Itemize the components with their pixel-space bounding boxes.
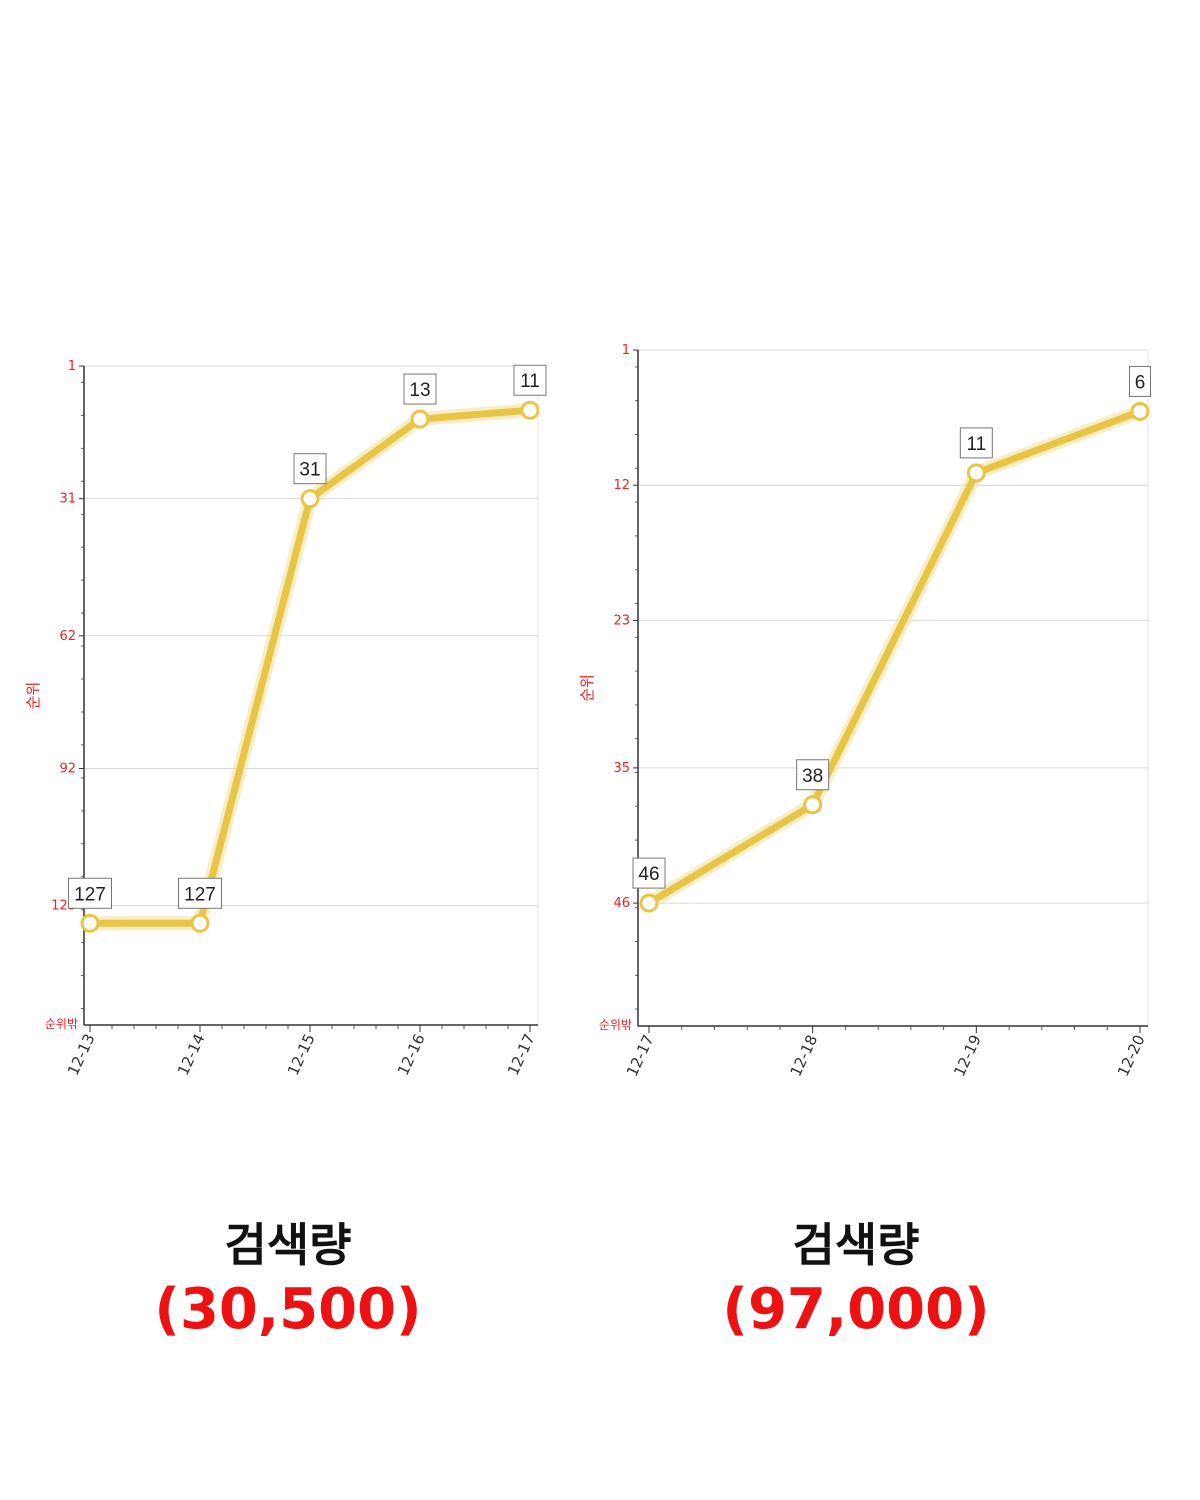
data-point [1130, 401, 1150, 421]
data-point [803, 795, 823, 815]
search-volume-label: 검색량 [792, 1218, 920, 1272]
y-tick-label: 23 [613, 613, 630, 628]
data-label: 13 [409, 380, 430, 401]
data-label-box [293, 453, 327, 485]
series-line [86, 406, 534, 927]
y-tick-label: 46 [613, 896, 630, 911]
series-line-glow [83, 403, 537, 931]
x-tick-label: 12-18 [787, 1032, 822, 1079]
data-label: 127 [184, 884, 216, 905]
data-label: 11 [520, 371, 540, 392]
data-label-box [632, 857, 666, 889]
data-label: 127 [74, 884, 106, 905]
search-volume-caption-left: 검색량 (30,500) [0, 1215, 588, 1345]
data-point [300, 489, 320, 509]
search-volume-value: (30,500) [154, 1277, 422, 1342]
search-volume-label: 검색량 [224, 1218, 352, 1272]
x-tick-label: 12-19 [950, 1032, 985, 1079]
y-tick-label: 1 [68, 359, 76, 374]
y-tick-label: 1 [622, 343, 630, 358]
data-label: 38 [802, 766, 823, 787]
y-axis-title: 순위 [578, 674, 596, 702]
y-bottom-label: 순위밖 [599, 1018, 632, 1032]
x-tick-label: 12-16 [394, 1031, 429, 1078]
y-tick-label: 12 [613, 478, 630, 493]
x-tick-label: 12-17 [623, 1032, 658, 1079]
data-label: 6 [1135, 372, 1146, 393]
y-tick-label: 35 [613, 761, 630, 776]
data-point [410, 409, 430, 429]
data-point [639, 893, 659, 913]
plot-area [637, 349, 1149, 1027]
y-tick-label: 62 [59, 629, 76, 644]
data-label: 11 [966, 434, 986, 455]
series-line [645, 407, 1144, 907]
search-volume-caption-right: 검색량 (97,000) [556, 1215, 1156, 1345]
y-tick-label: 31 [59, 492, 76, 507]
data-label-box [796, 759, 830, 791]
x-tick-label: 12-13 [64, 1031, 99, 1078]
y-tick-label: 92 [59, 761, 76, 776]
data-label-box [68, 877, 112, 909]
data-point [80, 913, 100, 933]
data-label-box [1129, 365, 1151, 397]
y-axis-title: 순위 [24, 682, 42, 710]
y-bottom-label: 순위밖 [45, 1017, 78, 1031]
data-label-box [403, 373, 437, 405]
data-label: 31 [299, 460, 320, 481]
data-label-box [959, 427, 993, 459]
rank-chart-right: 1 12 23 35 46 순위밖 순위 12-17 12-18 12-19 12-20 46 38 11… [578, 343, 1151, 1079]
x-tick-label: 12-14 [174, 1031, 209, 1078]
x-tick-label: 12-20 [1114, 1032, 1149, 1079]
data-point [966, 463, 986, 483]
data-point [520, 400, 540, 420]
x-tick-label: 12-17 [504, 1031, 539, 1078]
data-label-box [178, 877, 222, 909]
x-tick-label: 12-15 [284, 1031, 319, 1078]
data-label: 46 [638, 864, 659, 885]
data-label-box [513, 364, 547, 396]
search-volume-value: (97,000) [722, 1277, 990, 1342]
data-point [190, 913, 210, 933]
